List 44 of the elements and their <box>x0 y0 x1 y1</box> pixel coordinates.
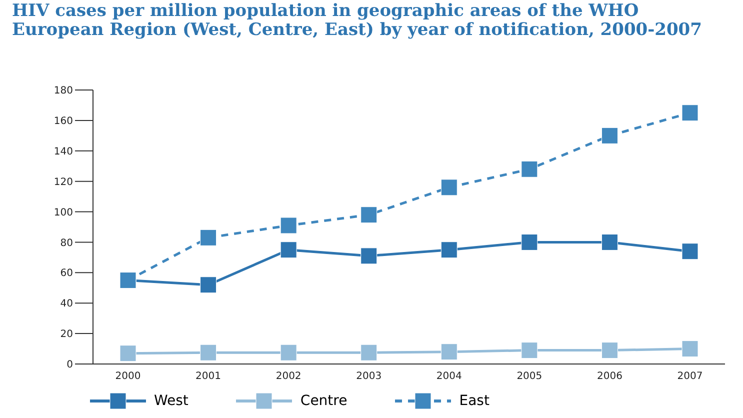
point <box>280 344 297 361</box>
x-tick-label: 2007 <box>677 371 703 382</box>
point <box>280 217 297 234</box>
point <box>120 345 136 362</box>
point <box>360 248 378 264</box>
point <box>360 206 378 224</box>
legend-label: Centre <box>300 393 348 409</box>
point <box>440 179 458 196</box>
x-tick-label: 2002 <box>276 371 302 382</box>
y-tick-label: 100 <box>54 207 73 218</box>
y-tick-label: 140 <box>54 146 73 158</box>
y-tick-label: 160 <box>54 116 73 127</box>
point <box>200 276 217 294</box>
point <box>200 344 217 361</box>
y-tick-label: 20 <box>60 329 73 340</box>
y-tick-label: 80 <box>60 238 73 249</box>
x-tick-label: 2001 <box>196 371 222 382</box>
y-tick-label: 120 <box>54 176 73 188</box>
point <box>440 242 458 258</box>
y-tick-label: 180 <box>54 86 73 97</box>
point <box>521 160 538 178</box>
point <box>682 243 698 260</box>
point <box>682 104 698 122</box>
point <box>360 344 378 361</box>
point <box>601 234 618 250</box>
chart-title: HIV cases per million population in geographic areas of the WHO European Region (West, Centre, East) by year of notification, 2000-2007 <box>12 1 703 42</box>
point <box>601 127 618 144</box>
x-tick-label: 2004 <box>436 371 462 382</box>
x-tick-label: 2000 <box>115 371 141 382</box>
point <box>601 342 618 359</box>
point <box>682 340 698 358</box>
point <box>521 342 538 359</box>
legend-label: East <box>459 393 490 409</box>
legend-label: West <box>154 393 188 409</box>
x-tick-label: 2006 <box>596 371 622 382</box>
y-tick-label: 0 <box>66 360 73 371</box>
y-tick-label: 60 <box>60 268 73 280</box>
x-tick-label: 2003 <box>356 371 382 382</box>
x-tick-label: 2005 <box>516 371 542 382</box>
point <box>200 229 217 246</box>
y-tick-label: 40 <box>60 298 73 310</box>
point <box>280 242 297 258</box>
point <box>521 234 538 250</box>
point <box>440 344 458 360</box>
